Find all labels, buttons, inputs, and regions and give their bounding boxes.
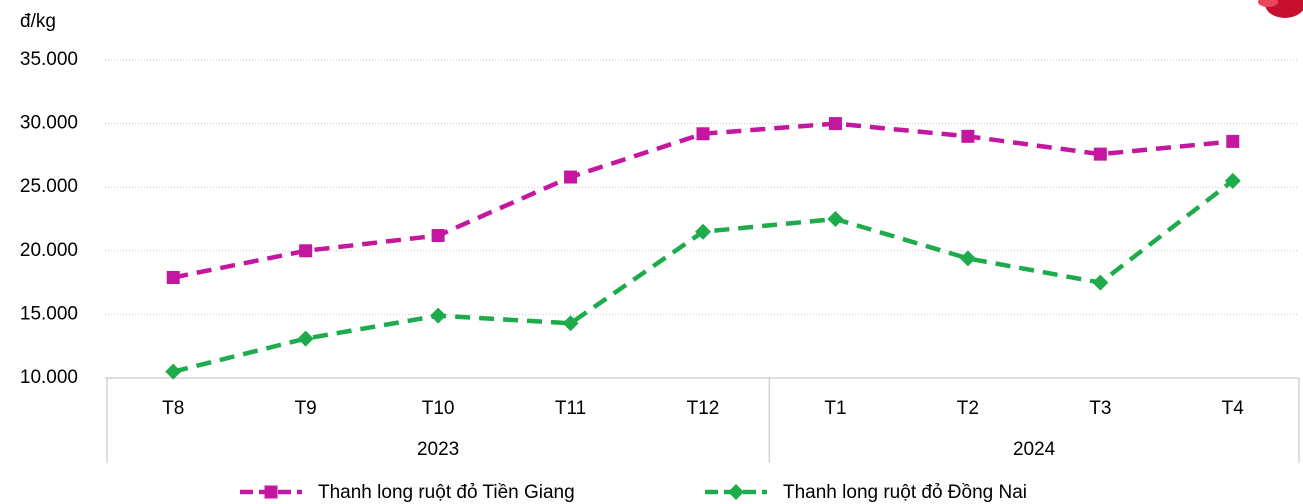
- data-point: [430, 307, 447, 324]
- x-tick-label: T1: [824, 398, 846, 419]
- x-tick-label: T12: [687, 398, 720, 419]
- data-point: [1093, 147, 1107, 161]
- data-point: [431, 229, 445, 243]
- data-point: [1224, 172, 1241, 189]
- series-line: [172, 121, 1233, 280]
- data-point: [297, 330, 314, 347]
- x-tick-label: T8: [162, 398, 184, 419]
- y-tick-label: 30.000: [20, 113, 78, 134]
- data-point: [299, 244, 313, 258]
- legend-label: Thanh long ruột đỏ Đồng Nai: [783, 482, 1027, 503]
- data-point: [828, 117, 842, 131]
- y-tick-label: 15.000: [20, 303, 78, 324]
- x-tick-label: T11: [555, 398, 586, 419]
- group-label: 2024: [1013, 439, 1056, 460]
- data-point: [696, 127, 710, 141]
- legend-marker: [728, 484, 744, 500]
- x-tick-label: T4: [1222, 398, 1245, 419]
- x-tick-label: T2: [957, 398, 979, 419]
- data-point: [827, 211, 844, 227]
- data-point: [165, 363, 182, 380]
- data-point: [959, 250, 976, 267]
- decoration: [1258, 0, 1303, 18]
- legend-marker: [264, 485, 278, 499]
- y-tick-label: 25.000: [20, 176, 78, 197]
- y-tick-label: 20.000: [20, 240, 78, 261]
- group-label: 2023: [417, 439, 459, 460]
- y-unit: đ/kg: [20, 11, 56, 32]
- legend-label: Thanh long ruột đỏ Tiền Giang: [318, 482, 575, 503]
- y-tick-label: 10.000: [20, 367, 78, 388]
- y-tick-label: 35.000: [20, 49, 78, 70]
- data-point: [562, 315, 579, 332]
- data-point: [564, 170, 578, 184]
- series-line: [172, 179, 1235, 374]
- x-tick-label: T10: [422, 398, 455, 419]
- data-point: [1092, 274, 1109, 291]
- x-tick-label: T3: [1089, 398, 1111, 419]
- x-tick-label: T9: [295, 398, 317, 419]
- data-point: [695, 223, 711, 240]
- data-point: [961, 129, 975, 143]
- data-point: [166, 271, 180, 285]
- data-point: [1226, 134, 1240, 148]
